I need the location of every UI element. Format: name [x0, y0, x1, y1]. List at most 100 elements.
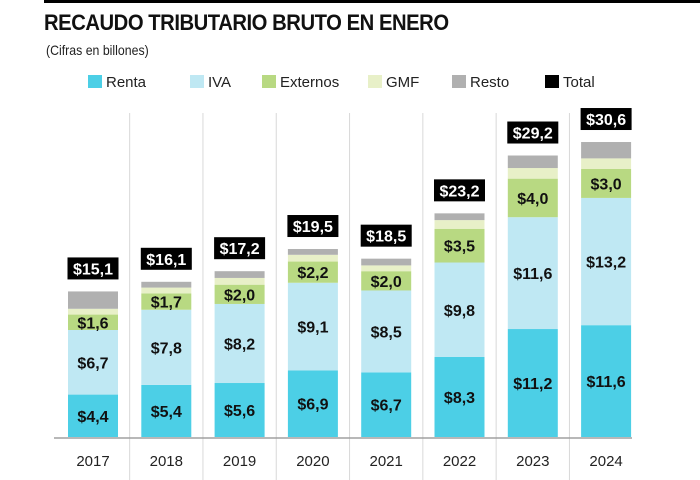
x-tick-label-2018: 2018 [150, 453, 183, 470]
bar-renta-2022 [434, 356, 485, 437]
total-label-box-2021 [360, 224, 412, 247]
bar-gmf-2018 [141, 287, 192, 294]
chart-subtitle: (Cifras en billones) [46, 42, 149, 58]
bar-resto-2022 [434, 213, 485, 221]
bar-externos-2017 [68, 314, 118, 330]
x-tick-label-2020: 2020 [296, 453, 329, 470]
data-label-iva-2024: $13,2 [586, 255, 626, 272]
data-label-externos-2024: $3,0 [591, 176, 622, 193]
data-label-externos-2022: $3,5 [444, 239, 475, 256]
data-label-iva-2019: $8,2 [224, 336, 255, 353]
x-tick-label-2017: 2017 [76, 453, 109, 470]
data-label-externos-2020: $2,2 [297, 265, 328, 282]
bar-resto-2017 [68, 291, 118, 309]
total-label-2023: $29,2 [513, 126, 553, 143]
total-label-2019: $17,2 [220, 241, 260, 258]
bar-gmf-2020 [287, 254, 338, 262]
legend-swatch-renta [88, 75, 102, 88]
x-tick-label-2024: 2024 [589, 453, 622, 470]
bar-resto-2021 [361, 258, 412, 266]
x-tick-label-2021: 2021 [370, 453, 403, 470]
bar-renta-2019 [214, 383, 265, 437]
bar-gmf-2021 [361, 265, 412, 272]
bar-resto-2019 [214, 271, 265, 278]
legend-label-renta: Renta [106, 74, 147, 91]
bar-externos-2024 [581, 169, 632, 198]
bar-iva-2024 [581, 197, 632, 326]
legend-swatch-resto [452, 75, 466, 88]
bar-externos-2019 [214, 284, 265, 304]
bar-renta-2021 [361, 372, 412, 437]
bar-renta-2017 [68, 394, 118, 437]
bar-iva-2018 [141, 309, 192, 385]
data-label-externos-2023: $4,0 [517, 191, 548, 208]
legend-label-total: Total [563, 74, 595, 91]
data-label-renta-2019: $5,6 [224, 403, 255, 420]
bar-renta-2020 [287, 370, 338, 437]
bar-externos-2018 [141, 293, 192, 310]
total-label-box-2019 [214, 237, 266, 260]
bar-resto-2023 [507, 155, 558, 169]
legend-swatch-gmf [368, 75, 382, 88]
data-label-iva-2022: $9,8 [444, 303, 475, 320]
bar-externos-2022 [434, 228, 485, 263]
data-label-iva-2023: $11,6 [513, 266, 552, 283]
bar-iva-2020 [287, 282, 338, 371]
bar-gmf-2022 [434, 220, 485, 229]
data-label-externos-2021: $2,0 [371, 274, 402, 291]
x-tick-label-2022: 2022 [443, 453, 476, 470]
data-label-renta-2017: $4,4 [77, 409, 108, 426]
bar-resto-2018 [141, 281, 192, 288]
data-label-renta-2020: $6,9 [297, 397, 328, 414]
data-label-renta-2018: $5,4 [151, 404, 182, 421]
data-label-externos-2018: $1,7 [151, 295, 182, 312]
data-label-externos-2017: $1,6 [77, 315, 108, 332]
data-label-iva-2017: $6,7 [77, 355, 108, 372]
bar-gmf-2023 [507, 168, 558, 179]
bar-resto-2024 [581, 142, 632, 159]
total-label-2024: $30,6 [586, 112, 626, 129]
bar-iva-2019 [214, 303, 265, 384]
total-label-2020: $19,5 [293, 219, 333, 236]
bar-renta-2023 [507, 329, 558, 437]
top-rule [44, 0, 700, 3]
total-label-box-2023 [507, 121, 559, 144]
data-label-iva-2020: $9,1 [297, 320, 328, 337]
total-label-box-2018 [140, 247, 192, 270]
bar-iva-2021 [361, 290, 412, 373]
data-label-renta-2023: $11,2 [513, 376, 552, 393]
data-label-renta-2022: $8,3 [444, 390, 475, 407]
bar-gmf-2019 [214, 277, 265, 285]
total-label-2018: $16,1 [146, 252, 186, 269]
x-tick-label-2019: 2019 [223, 453, 256, 470]
bar-renta-2018 [141, 384, 192, 437]
data-label-renta-2021: $6,7 [371, 398, 402, 415]
legend-label-externos: Externos [280, 74, 339, 91]
legend-swatch-iva [190, 75, 204, 88]
total-label-box-2022 [434, 179, 485, 202]
legend-swatch-externos [262, 75, 276, 88]
bar-iva-2022 [434, 262, 485, 357]
data-label-externos-2019: $2,0 [224, 287, 255, 304]
chart-title: RECAUDO TRIBUTARIO BRUTO EN ENERO [44, 10, 449, 35]
bar-resto-2020 [287, 249, 338, 255]
bar-iva-2017 [68, 329, 118, 395]
data-label-renta-2024: $11,6 [587, 374, 626, 391]
legend-label-resto: Resto [470, 74, 509, 91]
bar-iva-2023 [507, 217, 558, 330]
bar-externos-2023 [507, 178, 558, 218]
total-label-2017: $15,1 [73, 261, 113, 278]
legend-label-gmf: GMF [386, 74, 419, 91]
bar-renta-2024 [581, 325, 632, 437]
legend-swatch-total [545, 75, 559, 88]
total-label-2022: $23,2 [439, 183, 479, 200]
bar-gmf-2024 [581, 158, 632, 170]
total-label-box-2024 [580, 108, 632, 131]
data-label-iva-2018: $7,8 [151, 340, 182, 357]
total-label-2021: $18,5 [366, 229, 406, 246]
bar-externos-2020 [287, 261, 338, 283]
data-label-iva-2021: $8,5 [371, 324, 402, 341]
legend-label-iva: IVA [208, 74, 231, 91]
x-tick-label-2023: 2023 [516, 453, 549, 470]
